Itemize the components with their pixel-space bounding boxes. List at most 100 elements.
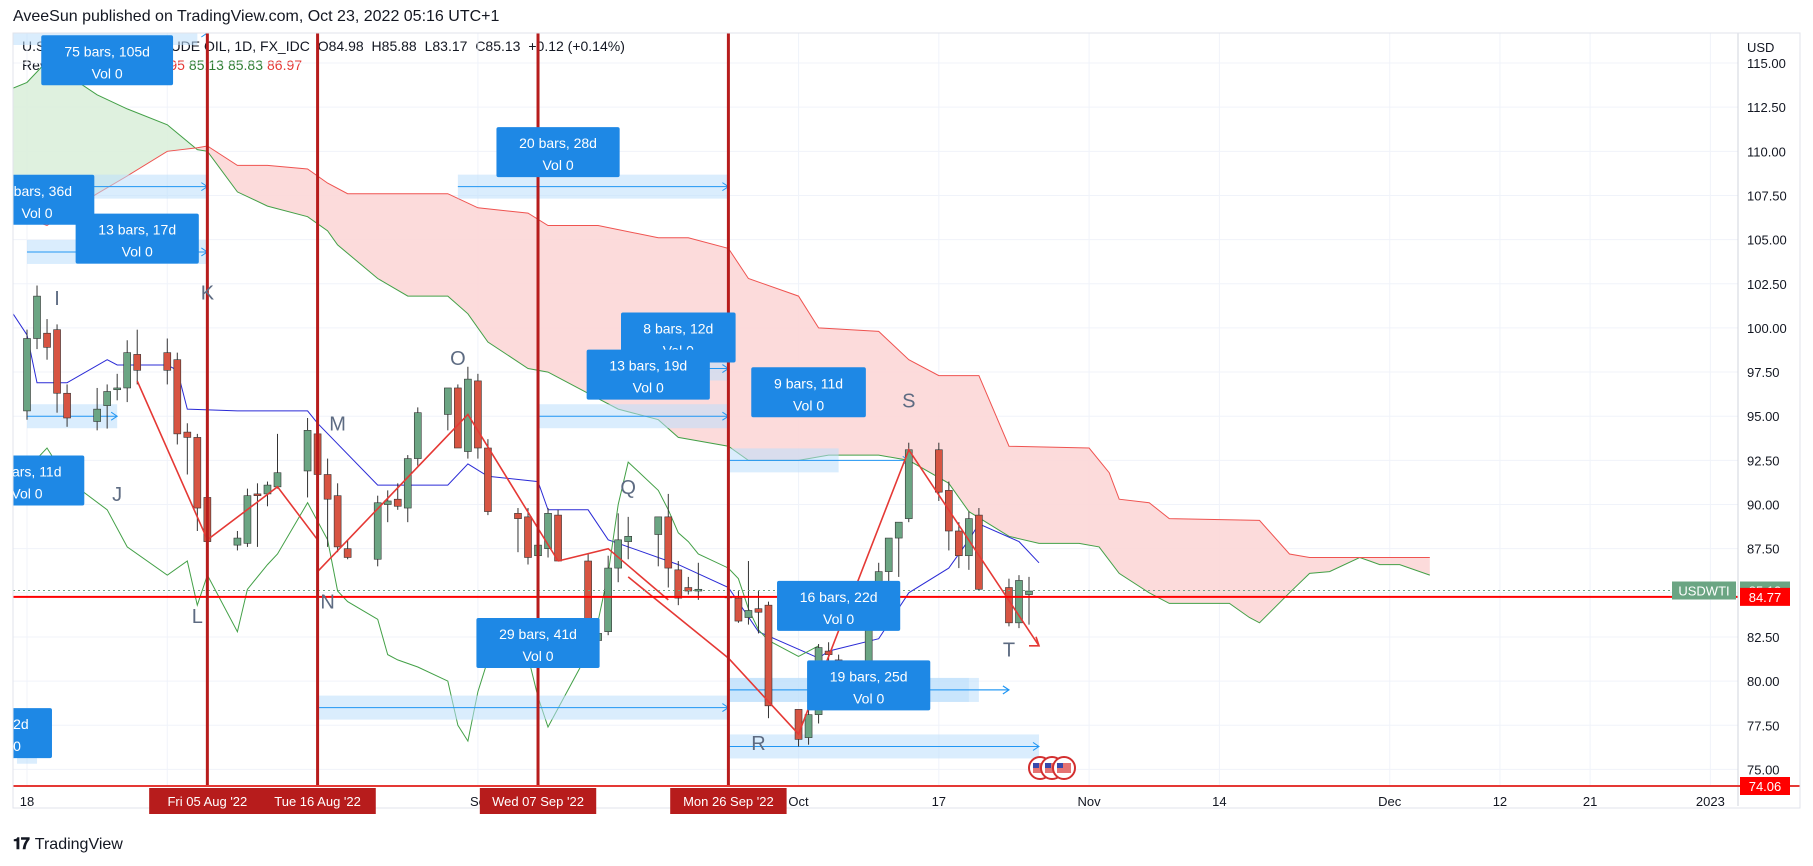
candle-up — [744, 610, 753, 618]
candle-up — [884, 537, 893, 572]
low-value: L83.17 — [424, 38, 468, 54]
y-tick-label: 77.50 — [1747, 718, 1780, 733]
date-marker-tag-bg — [670, 788, 787, 814]
range-label: 13 bars, 17d Vol 0 — [75, 213, 199, 264]
y-tick-label: 82.50 — [1747, 630, 1780, 645]
candle-down — [764, 604, 773, 707]
wave-label: Q — [620, 477, 636, 499]
candle-down — [935, 449, 943, 493]
range-label-vol: 0 — [13, 738, 21, 754]
candle-down — [53, 329, 61, 394]
open-value: O84.98 — [317, 38, 364, 54]
range-label-text: 7 bars, 11d — [0, 464, 62, 480]
x-tick-label: 2023 — [1696, 794, 1725, 809]
tradingview-brand[interactable]: 𝟏𝟕 TradingView — [13, 836, 123, 854]
candle-down — [133, 354, 142, 371]
candle-down — [664, 516, 673, 569]
range-label-text: 6 bars, 36d — [2, 183, 72, 199]
candle-down — [63, 392, 71, 419]
candle-up — [894, 521, 903, 539]
indicator-value: 86.97 — [267, 57, 303, 73]
date-marker-tag-bg — [479, 788, 597, 814]
candle-up — [93, 408, 101, 422]
date-marker-tag: Wed 07 Sep '22 — [492, 794, 584, 809]
candle-down — [674, 569, 683, 599]
range-label-text: 13 bars, 19d — [609, 358, 687, 374]
candle-down — [253, 493, 262, 496]
candle-down — [975, 514, 983, 590]
candle-up — [624, 535, 633, 542]
x-tick-label: 12 — [1493, 794, 1507, 809]
y-tick-label: 107.50 — [1747, 188, 1787, 203]
wave-label: J — [112, 484, 122, 506]
candle-up — [604, 567, 612, 632]
high-value: H85.88 — [371, 38, 417, 54]
range-label: 9 bars, 11d Vol 0 — [751, 367, 866, 418]
range-label-bg — [751, 367, 866, 418]
range-label-vol: Vol 0 — [793, 397, 824, 413]
trend-line — [317, 413, 559, 573]
candle-down — [524, 516, 532, 558]
candle-up — [544, 513, 552, 549]
candle-up — [413, 412, 422, 459]
publisher-credit: AveeSun published on TradingView.com, Oc… — [13, 8, 500, 25]
wave-label: R — [751, 733, 765, 755]
range-label-bg — [13, 708, 52, 759]
range-label-vol: Vol 0 — [92, 65, 123, 81]
range-label-text: 19 bars, 25d — [830, 668, 908, 684]
range-label: 16 bars, 22d Vol 0 — [777, 580, 901, 631]
candle-up — [444, 387, 452, 415]
flag-canton — [1033, 763, 1039, 768]
range-label-bg — [41, 35, 174, 86]
candle-up — [233, 537, 242, 546]
y-tick-label: 95.00 — [1747, 409, 1780, 424]
candle-down — [474, 380, 482, 449]
x-tick-label: 18 — [20, 794, 34, 809]
candle-down — [484, 447, 492, 512]
symbol-tag-bg — [1672, 581, 1736, 600]
wave-label: L — [192, 606, 203, 628]
candle-down — [514, 513, 522, 519]
brand-name: TradingView — [34, 836, 123, 853]
range-label-text: 8 bars, 12d — [643, 321, 713, 337]
candle-down — [163, 352, 172, 371]
range-label-text: 20 bars, 28d — [519, 135, 597, 151]
chart-border — [12, 32, 1801, 809]
range-label-bg — [476, 618, 600, 669]
candle-up — [303, 430, 312, 472]
candle-up — [804, 714, 813, 738]
candle-down — [323, 474, 332, 500]
candle-up — [403, 458, 412, 509]
price-label-bg — [1740, 587, 1790, 606]
x-tick-label: 21 — [1583, 794, 1597, 809]
range-label-vol: Vol 0 — [542, 157, 573, 173]
candle-up — [123, 352, 131, 389]
candle-down — [734, 597, 743, 622]
range-label: 29 bars, 41d Vol 0 — [476, 618, 600, 669]
candle-up — [113, 387, 121, 391]
range-arrowhead — [201, 33, 209, 38]
candle-down — [454, 387, 462, 449]
y-tick-label: 97.50 — [1747, 365, 1780, 380]
range-label-text: 29 bars, 41d — [499, 626, 577, 642]
indicator-value: 85.83 — [227, 57, 263, 73]
candle-up — [103, 391, 111, 406]
x-tick-label: Nov — [1078, 794, 1102, 809]
candle-down — [183, 431, 192, 438]
range-label: 75 bars, 105d Vol 0 — [41, 35, 174, 86]
price-label-bg — [1740, 777, 1790, 795]
range-label: 13 bars, 19d Vol 0 — [586, 349, 710, 400]
candle-up — [1015, 580, 1023, 624]
y-tick-label: 87.50 — [1747, 542, 1780, 557]
flag-canton — [1045, 763, 1051, 768]
range-arrowhead — [110, 411, 119, 421]
y-tick-label: 80.00 — [1747, 674, 1780, 689]
candle-up — [33, 295, 41, 339]
range-label-bg — [496, 127, 620, 178]
range-label-text: 75 bars, 105d — [64, 43, 150, 59]
range-label: 20 bars, 28d Vol 0 — [496, 127, 620, 178]
range-label-vol: Vol 0 — [21, 205, 52, 221]
us-flag-icon — [1052, 756, 1076, 780]
